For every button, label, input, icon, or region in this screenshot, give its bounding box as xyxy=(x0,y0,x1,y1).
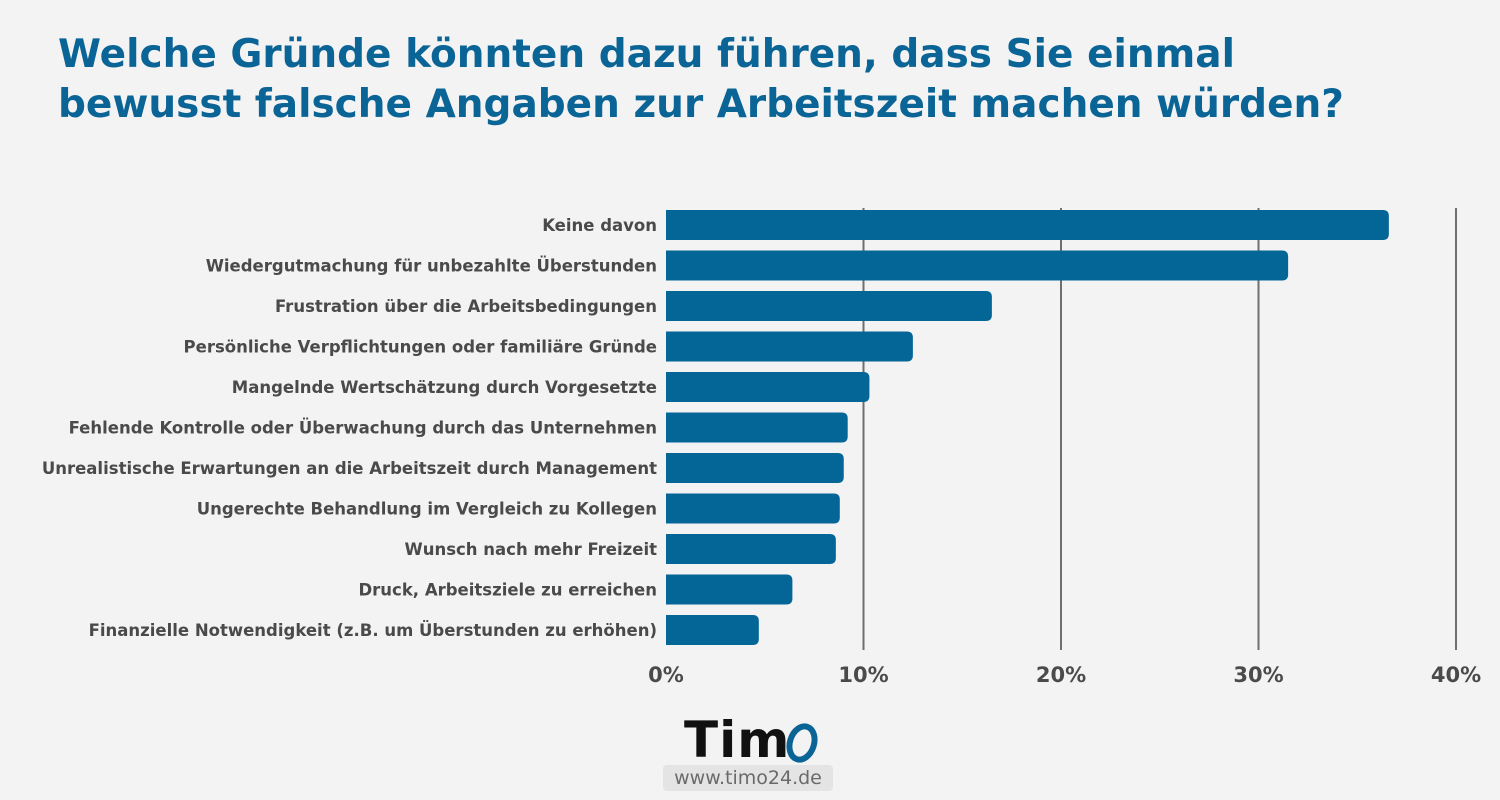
category-label-9: Druck, Arbeitsziele zu erreichen xyxy=(358,581,657,600)
logo-o-mark xyxy=(786,723,818,763)
chart-title: Welche Gründe könnten dazu führen, dass … xyxy=(58,30,1458,130)
x-tick-label-0: 0% xyxy=(648,663,684,687)
chart-title-line-2: bewusst falsche Angaben zur Arbeitszeit … xyxy=(58,82,1344,127)
bar-5 xyxy=(666,412,848,443)
website-url[interactable]: www.timo24.de xyxy=(663,765,833,791)
bar-3 xyxy=(666,331,913,362)
bar-8 xyxy=(666,534,836,564)
bar-0 xyxy=(666,210,1389,240)
category-label-4: Mangelnde Wertschätzung durch Vorgesetzt… xyxy=(232,378,657,397)
bar-2 xyxy=(666,291,992,321)
category-label-0: Keine davon xyxy=(542,216,657,235)
timo-logo: Tim xyxy=(680,712,830,768)
logo-wordmark: Tim xyxy=(684,711,791,769)
chart-title-line-1: Welche Gründe könnten dazu führen, dass … xyxy=(58,32,1235,77)
x-tick-label-1: 10% xyxy=(838,663,888,687)
x-tick-label-3: 30% xyxy=(1233,663,1283,687)
category-label-3: Persönliche Verpflichtungen oder familiä… xyxy=(184,338,657,357)
x-tick-label-2: 20% xyxy=(1036,663,1086,687)
bar-7 xyxy=(666,493,840,524)
category-label-7: Ungerechte Behandlung im Vergleich zu Ko… xyxy=(197,500,657,519)
bar-6 xyxy=(666,453,844,483)
bar-4 xyxy=(666,372,870,402)
category-label-1: Wiedergutmachung für unbezahlte Überstun… xyxy=(206,257,657,276)
category-label-5: Fehlende Kontrolle oder Überwachung durc… xyxy=(69,419,657,438)
bar-9 xyxy=(666,574,793,605)
bar-10 xyxy=(666,615,759,645)
category-label-2: Frustration über die Arbeitsbedingungen xyxy=(275,297,657,316)
category-label-6: Unrealistische Erwartungen an die Arbeit… xyxy=(42,459,657,478)
category-label-8: Wunsch nach mehr Freizeit xyxy=(405,540,658,559)
x-tick-label-4: 40% xyxy=(1431,663,1481,687)
bar-1 xyxy=(666,250,1289,281)
category-label-10: Finanzielle Notwendigkeit (z.B. um Übers… xyxy=(89,621,657,640)
